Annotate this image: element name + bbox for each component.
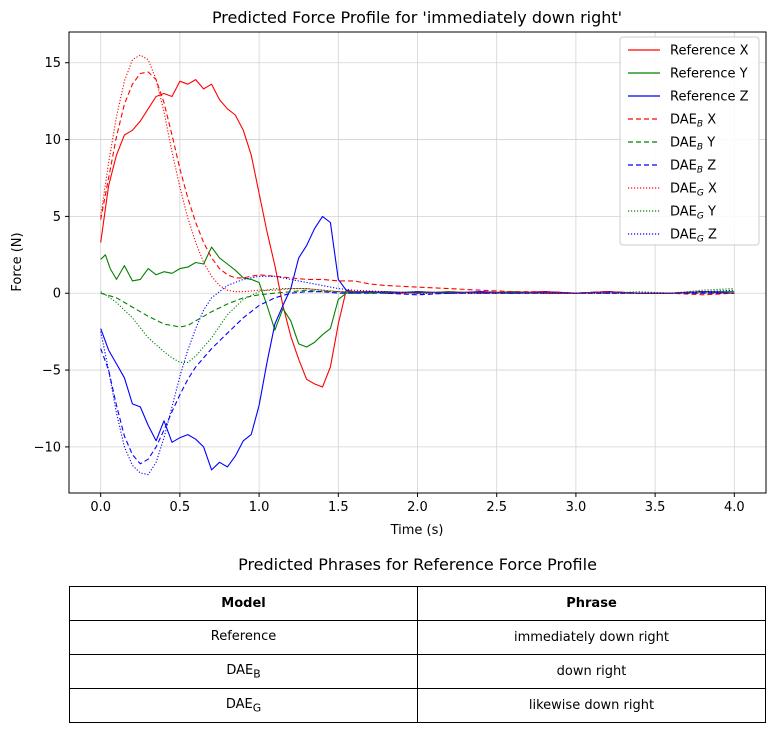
series-line xyxy=(100,289,735,328)
legend-label-suffix: Z xyxy=(704,228,717,243)
series-line xyxy=(100,54,735,294)
model-subscript: B xyxy=(253,667,261,681)
x-axis-label: Time (s) xyxy=(390,523,444,538)
series-line xyxy=(100,291,735,465)
legend-label-base: Reference Y xyxy=(670,67,748,82)
legend-label: DAEG X xyxy=(670,182,717,199)
model-name: DAE xyxy=(225,696,253,712)
legend-label-suffix: Y xyxy=(704,205,716,220)
legend-label-base: DAE xyxy=(670,136,697,151)
x-tick-label: 2.5 xyxy=(486,500,507,515)
phrase-cell: down right xyxy=(417,654,766,689)
table-row: DAEG likewise down right xyxy=(69,688,766,723)
legend-label: Reference X xyxy=(670,44,749,59)
legend-label-subscript: B xyxy=(697,143,703,153)
legend-label-base: DAE xyxy=(670,159,697,174)
phrase-cell: immediately down right xyxy=(417,620,766,655)
legend-label-base: DAE xyxy=(670,205,697,220)
legend-label-suffix: Y xyxy=(703,136,715,151)
legend-label-subscript: G xyxy=(697,189,704,199)
legend-label-suffix: Z xyxy=(703,159,716,174)
legend-label-subscript: B xyxy=(697,166,703,176)
legend-label: Reference Y xyxy=(670,67,748,82)
legend-label-suffix: X xyxy=(704,182,717,197)
legend-label-base: DAE xyxy=(670,113,697,128)
legend-label-base: Reference X xyxy=(670,44,749,59)
x-tick-label: 1.0 xyxy=(249,500,270,515)
model-name: DAE xyxy=(226,662,254,678)
legend-label-suffix: X xyxy=(703,113,716,128)
phrase-cell: likewise down right xyxy=(417,688,766,723)
y-axis-label: Force (N) xyxy=(10,232,25,291)
y-tick-label: 15 xyxy=(44,56,61,71)
axis-ticks: 0.0 0.5 1.0 1.5 2.0 2.5 3.0 3.5 4.0 −10 −5 0 5 10 15 xyxy=(34,56,745,515)
legend-label-subscript: G xyxy=(697,235,704,245)
table-row: DAEB down right xyxy=(69,654,766,689)
y-tick-label: 5 xyxy=(53,210,61,225)
model-cell: DAEB xyxy=(69,654,418,689)
legend-label: DAEG Z xyxy=(670,228,717,245)
phrases-table: Model Phrase Reference immediately down … xyxy=(69,586,766,723)
legend-label-subscript: B xyxy=(697,120,703,130)
table-title: Predicted Phrases for Reference Force Pr… xyxy=(238,555,597,574)
model-name: Reference xyxy=(210,628,277,644)
legend-label-base: DAE xyxy=(670,182,697,197)
series-line xyxy=(100,71,735,296)
legend-label: DAEG Y xyxy=(670,205,716,222)
series-lines xyxy=(100,54,735,476)
header-model: Model xyxy=(69,586,418,621)
legend-label: Reference Z xyxy=(670,90,749,105)
model-subscript: G xyxy=(252,701,262,715)
model-cell: DAEG xyxy=(69,688,418,723)
x-tick-label: 0.5 xyxy=(170,500,191,515)
x-tick-label: 0.0 xyxy=(90,500,111,515)
header-phrase: Phrase xyxy=(417,586,766,621)
x-tick-label: 3.5 xyxy=(645,500,666,515)
legend-label: DAEB Y xyxy=(670,136,715,153)
legend-label: DAEB Z xyxy=(670,159,716,176)
x-tick-label: 1.5 xyxy=(328,500,349,515)
x-tick-label: 4.0 xyxy=(724,500,745,515)
legend-label: DAEB X xyxy=(670,113,716,130)
legend-label-subscript: G xyxy=(697,212,704,222)
table-header-row: Model Phrase xyxy=(69,586,766,621)
force-profile-chart: 0.0 0.5 1.0 1.5 2.0 2.5 3.0 3.5 4.0 −10 −5 0 5 10 15 P… xyxy=(10,8,767,538)
y-tick-label: −5 xyxy=(42,364,61,379)
x-tick-label: 3.0 xyxy=(566,500,587,515)
x-tick-label: 2.0 xyxy=(407,500,428,515)
series-line xyxy=(100,275,735,476)
model-cell: Reference xyxy=(69,620,418,655)
legend-box xyxy=(619,36,760,246)
legend-label-base: Reference Z xyxy=(670,90,749,105)
chart-title: Predicted Force Profile for 'immediately… xyxy=(212,8,622,27)
legend-label-base: DAE xyxy=(670,228,697,243)
y-tick-label: −10 xyxy=(34,440,61,455)
y-tick-label: 0 xyxy=(53,287,61,302)
table-row: Reference immediately down right xyxy=(69,620,766,655)
y-tick-label: 10 xyxy=(44,133,61,148)
